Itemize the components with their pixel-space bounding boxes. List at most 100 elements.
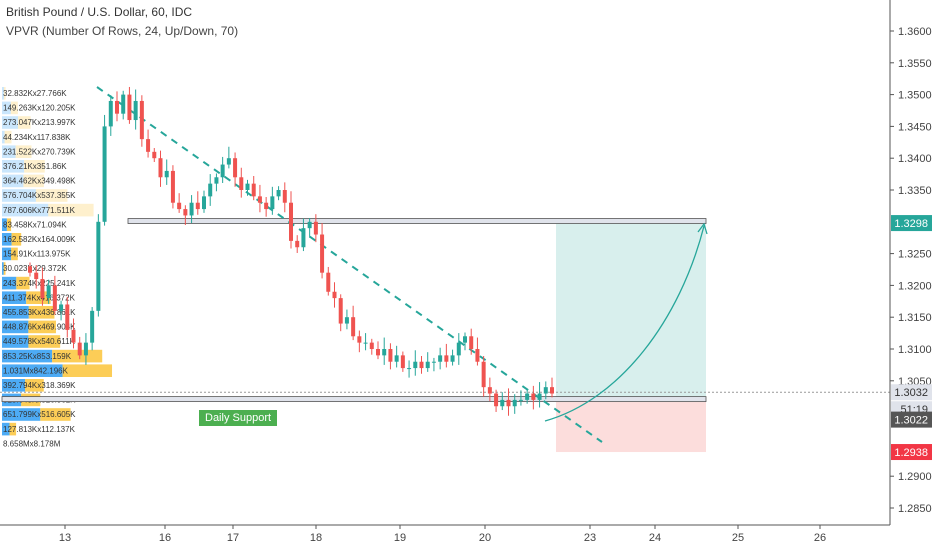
candle-body bbox=[338, 298, 343, 324]
stop-zone bbox=[556, 398, 706, 453]
time-tick-label: 17 bbox=[227, 532, 239, 544]
vp-up-bar bbox=[2, 320, 29, 334]
vp-up-bar bbox=[2, 174, 24, 188]
candle-body bbox=[326, 272, 331, 292]
candle-body bbox=[183, 209, 188, 216]
vp-down-bar bbox=[11, 233, 22, 246]
candle-body bbox=[202, 196, 206, 210]
candle-body bbox=[164, 170, 169, 178]
vp-row-label: 392.794Kx318.369K bbox=[3, 381, 76, 390]
indicator-legend[interactable]: VPVR (Number Of Rows, 24, Up/Down, 70) bbox=[6, 24, 239, 38]
candle-body bbox=[369, 342, 374, 349]
vp-down-bar bbox=[25, 379, 44, 392]
resistance-zone bbox=[127, 218, 707, 224]
vp-row-label: 44.234Kx117.838K bbox=[3, 133, 71, 142]
candle-body bbox=[506, 399, 511, 407]
vp-up-bar bbox=[2, 276, 17, 290]
candle-body bbox=[344, 317, 349, 324]
candle-body bbox=[438, 355, 443, 362]
candle-body bbox=[115, 100, 119, 114]
candle-body bbox=[233, 158, 238, 178]
vp-row-label: 8.658Mx8.178M bbox=[3, 439, 61, 448]
price-tick-label: 1.3450 bbox=[898, 121, 932, 133]
candle-body bbox=[525, 393, 530, 400]
candle-body bbox=[419, 361, 424, 369]
candle-body bbox=[77, 342, 82, 356]
vp-down-bar bbox=[10, 101, 18, 115]
candle-body bbox=[121, 94, 126, 114]
vp-row-label: 651.799Kx516.605K bbox=[3, 410, 76, 419]
candle-body bbox=[270, 196, 275, 210]
price-tick-label: 1.3500 bbox=[898, 90, 932, 102]
vp-row-label: 449.578Kx540.611K bbox=[3, 337, 76, 346]
vp-down-bar bbox=[9, 422, 17, 436]
vp-row-label: 1.031Mx842.196K bbox=[3, 366, 69, 375]
vp-up-bar bbox=[2, 203, 49, 217]
price-tick-label: 1.3550 bbox=[898, 58, 932, 70]
candle-body bbox=[487, 387, 492, 394]
candle-body bbox=[195, 202, 200, 210]
vp-up-bar bbox=[2, 233, 12, 246]
trend-line bbox=[96, 86, 603, 443]
vp-down-bar bbox=[26, 291, 51, 304]
price-tick-label: 1.2900 bbox=[898, 471, 932, 483]
price-label-target: 1.3298 bbox=[894, 218, 928, 230]
vp-down-bar bbox=[18, 116, 31, 129]
vp-row-label: 154.91Kx113.975K bbox=[3, 250, 71, 259]
time-tick-label: 24 bbox=[649, 532, 661, 544]
price-tick-label: 1.3200 bbox=[898, 280, 932, 292]
projection-arrow bbox=[544, 225, 705, 422]
vp-down-bar bbox=[4, 130, 12, 144]
vp-up-bar bbox=[2, 130, 5, 144]
candle-body bbox=[518, 399, 523, 401]
candle-body bbox=[313, 221, 318, 235]
price-tick-label: 1.3400 bbox=[898, 153, 932, 165]
candle-body bbox=[469, 336, 474, 349]
time-tick-label: 25 bbox=[732, 532, 744, 544]
vp-row-label: 448.876Kx469.904K bbox=[3, 323, 76, 332]
candle-body bbox=[531, 393, 536, 400]
vp-row-label: 411.374Kx416.372K bbox=[3, 293, 76, 302]
candle-body bbox=[96, 221, 101, 311]
vp-up-bar bbox=[2, 262, 4, 275]
candle-body bbox=[177, 202, 182, 210]
candle-body bbox=[59, 304, 64, 311]
price-tick-label: 1.3250 bbox=[898, 249, 932, 261]
candle-body bbox=[320, 234, 325, 273]
vp-down-bar bbox=[28, 306, 55, 319]
volume-profile: 32.832Kx27.766K 149.263Kx120.205K 273.047K… bbox=[2, 87, 113, 448]
candle-body bbox=[189, 202, 194, 216]
candle-body bbox=[46, 285, 51, 299]
vp-down-bar bbox=[62, 364, 113, 377]
vp-down-bar bbox=[3, 87, 6, 100]
candle-body bbox=[133, 100, 138, 121]
vp-row-label: 243.374Kx225.241K bbox=[3, 279, 76, 288]
vp-up-bar bbox=[2, 422, 10, 436]
symbol-title: British Pound / U.S. Dollar, 60, IDC bbox=[6, 5, 193, 19]
candle-body bbox=[108, 100, 113, 127]
candle-body bbox=[28, 266, 32, 273]
daily-support-label[interactable]: Daily Support bbox=[199, 410, 278, 426]
candle-body bbox=[332, 291, 337, 299]
price-label-entry: 1.3022 bbox=[894, 415, 928, 427]
candle-body bbox=[307, 221, 312, 229]
vp-row-label: 273.047Kx213.997K bbox=[3, 118, 76, 127]
vp-up-bar bbox=[2, 335, 29, 348]
drawings bbox=[0, 86, 890, 453]
candle-body bbox=[357, 336, 362, 343]
candle-body bbox=[363, 342, 368, 344]
vp-row-label: 853.25Kx853.159K bbox=[3, 352, 72, 361]
candle-body bbox=[83, 342, 88, 356]
candle-body bbox=[463, 336, 467, 343]
candle-body bbox=[139, 100, 144, 140]
candle-body bbox=[351, 317, 356, 337]
candle-body bbox=[382, 349, 387, 356]
vp-down-bar bbox=[28, 320, 56, 334]
candle-body bbox=[394, 355, 399, 362]
vp-row-label: 787.606Kx771.511K bbox=[3, 206, 76, 215]
vp-down-bar bbox=[24, 160, 45, 173]
candle-body bbox=[282, 190, 287, 203]
